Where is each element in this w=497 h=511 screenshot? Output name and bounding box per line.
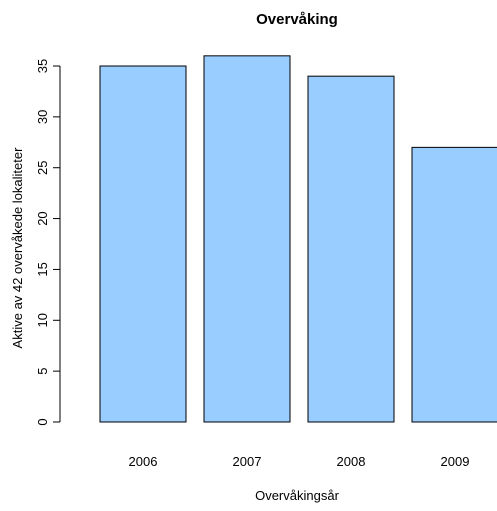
bar-2008 <box>307 75 395 423</box>
x-axis-label: Overvåkingsår <box>255 488 339 503</box>
y-tick-label: 10 <box>35 313 50 327</box>
x-tick-label: 2008 <box>337 454 366 469</box>
bars-group <box>99 55 497 423</box>
y-tick-label: 30 <box>35 110 50 124</box>
chart-title: Overvåking <box>256 11 338 28</box>
y-axis-label: Aktive av 42 overvåkede lokaliteter <box>10 147 25 349</box>
bar-2007 <box>203 55 291 423</box>
y-tick-label: 0 <box>35 418 50 425</box>
y-tick-label: 25 <box>35 160 50 174</box>
x-tick-label: 2009 <box>441 454 470 469</box>
y-tick-label: 20 <box>35 211 50 225</box>
y-tick-label: 15 <box>35 262 50 276</box>
x-tick-labels: 2006 2007 2008 2009 <box>129 454 470 469</box>
y-tick-label: 5 <box>35 368 50 375</box>
x-tick-label: 2007 <box>233 454 262 469</box>
x-tick-label: 2006 <box>129 454 158 469</box>
bar-2006 <box>99 65 187 423</box>
y-axis: 0 5 10 15 20 25 30 35 <box>35 59 61 426</box>
bar-2009 <box>411 146 497 423</box>
y-tick-label: 35 <box>35 59 50 73</box>
